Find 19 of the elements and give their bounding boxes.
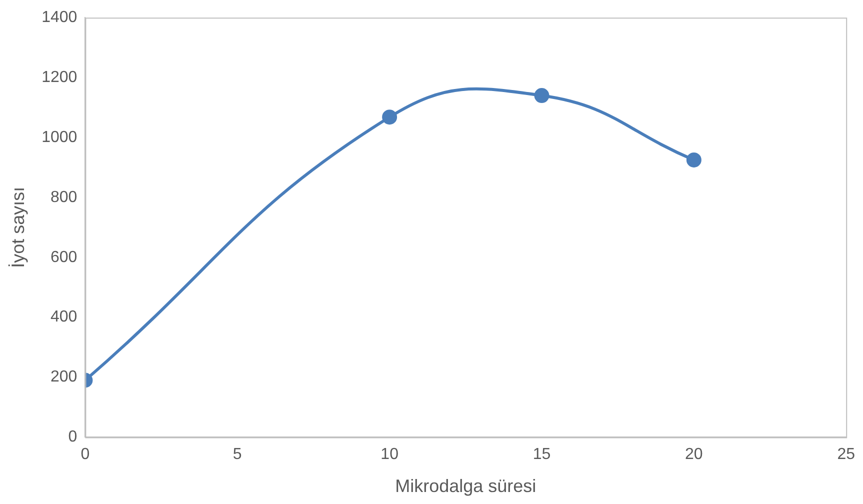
- x-tick-label: 5: [232, 446, 242, 464]
- y-tick-label: 200: [50, 368, 78, 386]
- x-tick-label: 0: [80, 446, 90, 464]
- x-tick-label: 10: [380, 446, 399, 464]
- point: [534, 88, 550, 104]
- x-tick-label: 20: [685, 446, 703, 464]
- y-tick-label: 400: [50, 308, 78, 326]
- y-tick-label: 1000: [42, 128, 78, 146]
- x-axis-title: Mikrodalga süresi: [395, 476, 536, 496]
- y-tick-label: 1400: [42, 9, 78, 26]
- y-tick-label: 1200: [42, 68, 78, 86]
- y-tick-label: 600: [50, 248, 78, 266]
- point: [686, 152, 702, 168]
- y-tick-label: 800: [50, 188, 78, 206]
- y-axis-title: İyot sayısı: [8, 186, 28, 268]
- x-tick-label: 15: [532, 446, 551, 464]
- x-tick-label: 25: [837, 446, 856, 464]
- point: [382, 110, 398, 125]
- y-tick-label: 0: [68, 428, 78, 446]
